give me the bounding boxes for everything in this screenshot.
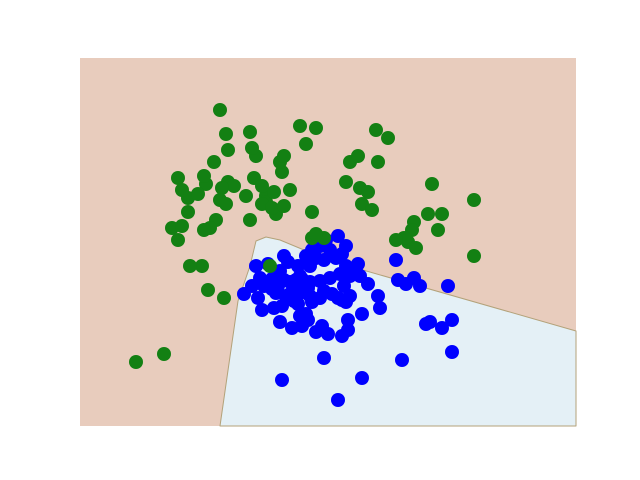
- series-2-point-12: [215, 181, 229, 195]
- series-2-point-66: [171, 233, 185, 247]
- series-1-point-56: [351, 257, 365, 271]
- series-2-point-42: [431, 223, 445, 237]
- series-2-point-23: [277, 149, 291, 163]
- series-2-point-49: [467, 193, 481, 207]
- series-1-point-13: [251, 291, 265, 305]
- series-2-point-69: [309, 227, 323, 241]
- series-2-point-74: [283, 183, 297, 197]
- series-2-point-70: [255, 179, 269, 193]
- series-1-point-73: [321, 327, 335, 341]
- series-2-point-33: [339, 175, 353, 189]
- series-2-point-35: [365, 203, 379, 217]
- series-1-point-83: [423, 315, 437, 329]
- series-2-point-24: [245, 141, 259, 155]
- series-1-point-14: [255, 303, 269, 317]
- series-2-point-32: [381, 131, 395, 145]
- series-2-point-38: [425, 177, 439, 191]
- series-2-point-55: [243, 213, 257, 227]
- series-1-point-30: [249, 259, 263, 273]
- series-1-point-84: [335, 329, 349, 343]
- series-1-point-92: [355, 371, 369, 385]
- series-1-point-49: [257, 279, 271, 293]
- series-1-point-85: [341, 313, 355, 327]
- series-2-point-26: [293, 119, 307, 133]
- series-1-point-91: [395, 353, 409, 367]
- series-2-point-65: [129, 355, 143, 369]
- series-1-point-62: [293, 286, 307, 300]
- series-2-point-58: [183, 259, 197, 273]
- series-1-point-74: [361, 277, 375, 291]
- series-1-point-79: [413, 279, 427, 293]
- series-2-point-31: [369, 123, 383, 137]
- series-2-point-50: [305, 205, 319, 219]
- series-1-point-96: [237, 287, 251, 301]
- series-2-point-9: [197, 169, 211, 183]
- series-1-point-75: [371, 289, 385, 303]
- series-2-point-53: [267, 185, 281, 199]
- series-2-point-57: [195, 259, 209, 273]
- series-2-point-28: [299, 137, 313, 151]
- series-2-point-61: [181, 205, 195, 219]
- series-1-point-94: [275, 373, 289, 387]
- series-1-point-55: [339, 239, 353, 253]
- series-2-point-60: [175, 219, 189, 233]
- series-2-point-25: [243, 125, 257, 139]
- series-2-point-64: [157, 347, 171, 361]
- series-1-point-89: [441, 279, 455, 293]
- series-2-point-52: [175, 183, 189, 197]
- series-2-point-1: [213, 103, 227, 117]
- series-1: [237, 229, 459, 407]
- series-2-point-37: [371, 155, 385, 169]
- series-2-point-8: [191, 187, 205, 201]
- series-1-point-53: [333, 267, 347, 281]
- series-1-point-52: [331, 229, 345, 243]
- series-1-point-54: [337, 279, 351, 293]
- series-1-point-72: [309, 325, 323, 339]
- series-2-point-27: [309, 121, 323, 135]
- series-1-point-90: [445, 345, 459, 359]
- plot-area: [80, 58, 577, 427]
- series-2: [129, 103, 481, 369]
- series-1-point-58: [293, 269, 307, 283]
- series-2-point-59: [217, 291, 231, 305]
- series-2-point-15: [219, 197, 233, 211]
- series-1-point-87: [445, 313, 459, 327]
- series-1-point-95: [331, 393, 345, 407]
- series-2-point-40: [421, 207, 435, 221]
- series-1-point-86: [355, 307, 369, 321]
- series-2-point-51: [361, 185, 375, 199]
- series-1-point-88: [435, 321, 449, 335]
- series-2-point-72: [263, 259, 277, 273]
- series-2-point-2: [219, 127, 233, 141]
- series-1-point-81: [373, 301, 387, 315]
- series-1-point-63: [271, 279, 285, 293]
- series-2-point-3: [221, 143, 235, 157]
- series-1-point-71: [301, 313, 315, 327]
- series-2-point-47: [389, 233, 403, 247]
- series-2-point-71: [239, 189, 253, 203]
- series-1-point-59: [277, 249, 291, 263]
- series-2-point-73: [277, 199, 291, 213]
- series-2-point-44: [409, 241, 423, 255]
- series-2-point-30: [351, 149, 365, 163]
- series-1-point-93: [317, 351, 331, 365]
- series-2-point-46: [435, 207, 449, 221]
- series-2-point-11: [227, 179, 241, 193]
- series-2-point-76: [197, 223, 211, 237]
- series-1-point-80: [389, 253, 403, 267]
- series-2-point-63: [265, 201, 279, 215]
- series-1-point-19: [291, 297, 305, 311]
- series-2-point-56: [201, 283, 215, 297]
- series-2-point-6: [171, 171, 185, 185]
- series-2-point-48: [467, 249, 481, 263]
- data-points: [129, 103, 481, 407]
- series-2-point-5: [207, 155, 221, 169]
- series-1-point-64: [273, 315, 287, 329]
